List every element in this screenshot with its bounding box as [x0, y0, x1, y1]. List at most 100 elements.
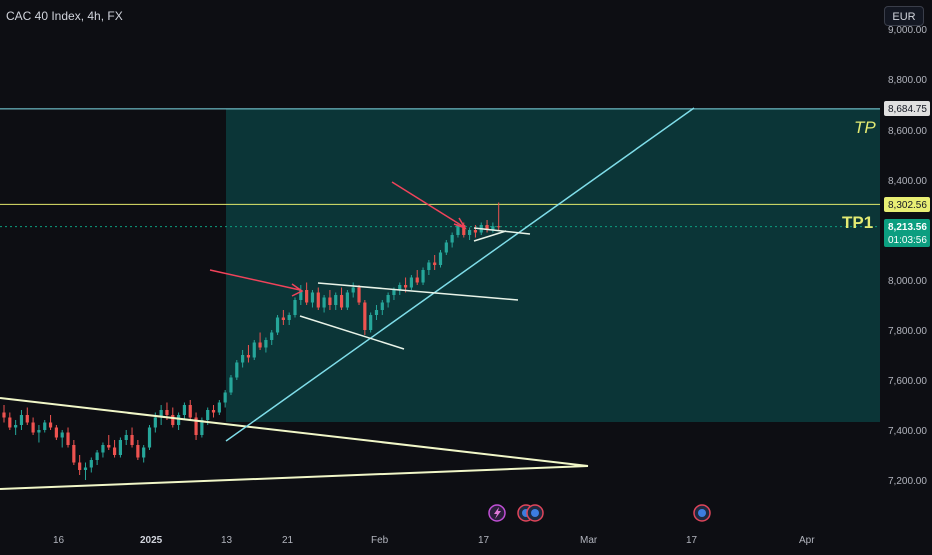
candle: [497, 226, 501, 228]
flag-lower-line: [299, 315, 405, 350]
candle: [43, 422, 47, 430]
bar-countdown-label: 01:03:56: [888, 235, 927, 246]
candle: [310, 292, 315, 303]
time-tick: 16: [53, 535, 65, 546]
candle: [118, 440, 122, 455]
candle: [433, 262, 437, 265]
candle: [217, 402, 221, 413]
candle: [281, 317, 285, 320]
candle: [107, 445, 111, 448]
time-tick: 17: [478, 535, 490, 546]
candle: [136, 445, 140, 458]
candle: [14, 425, 18, 428]
candle: [101, 445, 105, 453]
triangle-upper-line: [0, 397, 589, 467]
candle: [427, 262, 431, 270]
candle: [456, 225, 460, 235]
target-zone: [226, 108, 880, 422]
candle: [66, 432, 70, 445]
price-tick: 8,000.00: [888, 276, 927, 287]
target-price-label-bg: [884, 101, 930, 116]
candle: [2, 412, 6, 418]
candle: [462, 225, 466, 235]
candle: [211, 410, 216, 413]
candle: [468, 230, 472, 235]
triangle-lower-line: [0, 465, 589, 490]
tp-label: TP: [854, 118, 876, 137]
candle: [25, 415, 29, 423]
candle: [450, 235, 454, 243]
candle: [363, 302, 367, 330]
candle: [398, 285, 402, 290]
candle: [328, 297, 332, 305]
candle: [182, 405, 187, 415]
candle: [299, 290, 303, 300]
price-tick: 8,600.00: [888, 126, 927, 137]
candle: [305, 290, 309, 303]
candle: [345, 292, 349, 308]
candle: [223, 392, 227, 403]
current-price-label: 8,213.56: [888, 222, 927, 233]
time-tick: Apr: [799, 535, 815, 546]
candle: [444, 242, 448, 253]
tp1-price-label-bg: [884, 197, 930, 212]
candle: [403, 285, 408, 288]
pennant-lower-line: [473, 230, 507, 242]
candle: [171, 415, 175, 425]
symbol-title[interactable]: CAC 40 Index, 4h, FX: [6, 9, 123, 23]
price-tick: 7,800.00: [888, 326, 927, 337]
earnings-icon[interactable]: [693, 504, 711, 522]
candle: [130, 435, 134, 445]
candle: [78, 462, 82, 470]
candle: [322, 297, 326, 308]
candle: [177, 415, 181, 425]
candle: [60, 432, 64, 438]
candle: [264, 340, 268, 348]
candle: [54, 427, 58, 438]
candle: [229, 377, 233, 393]
candle: [473, 230, 478, 233]
arrow-annotation-2: [391, 181, 467, 230]
candle: [287, 315, 291, 320]
arrow-annotation-1: [209, 269, 304, 297]
price-tick: 9,000.00: [888, 25, 927, 36]
earnings-icon[interactable]: [526, 504, 544, 522]
flag-upper-line: [317, 282, 519, 301]
candle: [369, 315, 373, 330]
candle: [31, 422, 35, 433]
candle: [48, 422, 53, 428]
price-tick: 7,600.00: [888, 376, 927, 387]
candle: [357, 287, 361, 303]
time-tick: 21: [282, 535, 294, 546]
candle: [293, 300, 297, 315]
candle: [252, 342, 256, 358]
time-axis[interactable]: 16 2025 13 21 Feb 17 Mar 17 Apr: [53, 535, 815, 546]
candle: [374, 310, 379, 315]
candle: [351, 287, 355, 293]
candle: [188, 405, 192, 418]
candle: [386, 295, 390, 303]
candle: [235, 362, 239, 378]
candle: [8, 417, 12, 428]
candle: [37, 430, 41, 433]
price-tick: 8,400.00: [888, 176, 927, 187]
candle: [95, 452, 99, 460]
candle: [147, 427, 152, 448]
candle: [316, 292, 320, 308]
candle: [392, 290, 396, 295]
candle: [246, 355, 251, 358]
time-tick: 17: [686, 535, 698, 546]
candle: [124, 435, 128, 440]
candle: [165, 410, 169, 415]
price-axis[interactable]: 9,000.00 8,800.00 8,600.00 8,400.00 8,00…: [884, 25, 930, 487]
candlestick-series: [2, 202, 501, 480]
lightning-icon[interactable]: [488, 504, 506, 522]
candle: [83, 467, 88, 470]
candle: [409, 277, 413, 288]
candle: [72, 445, 76, 463]
currency-button[interactable]: EUR: [884, 6, 924, 26]
candle: [200, 420, 204, 435]
candle: [19, 415, 24, 425]
